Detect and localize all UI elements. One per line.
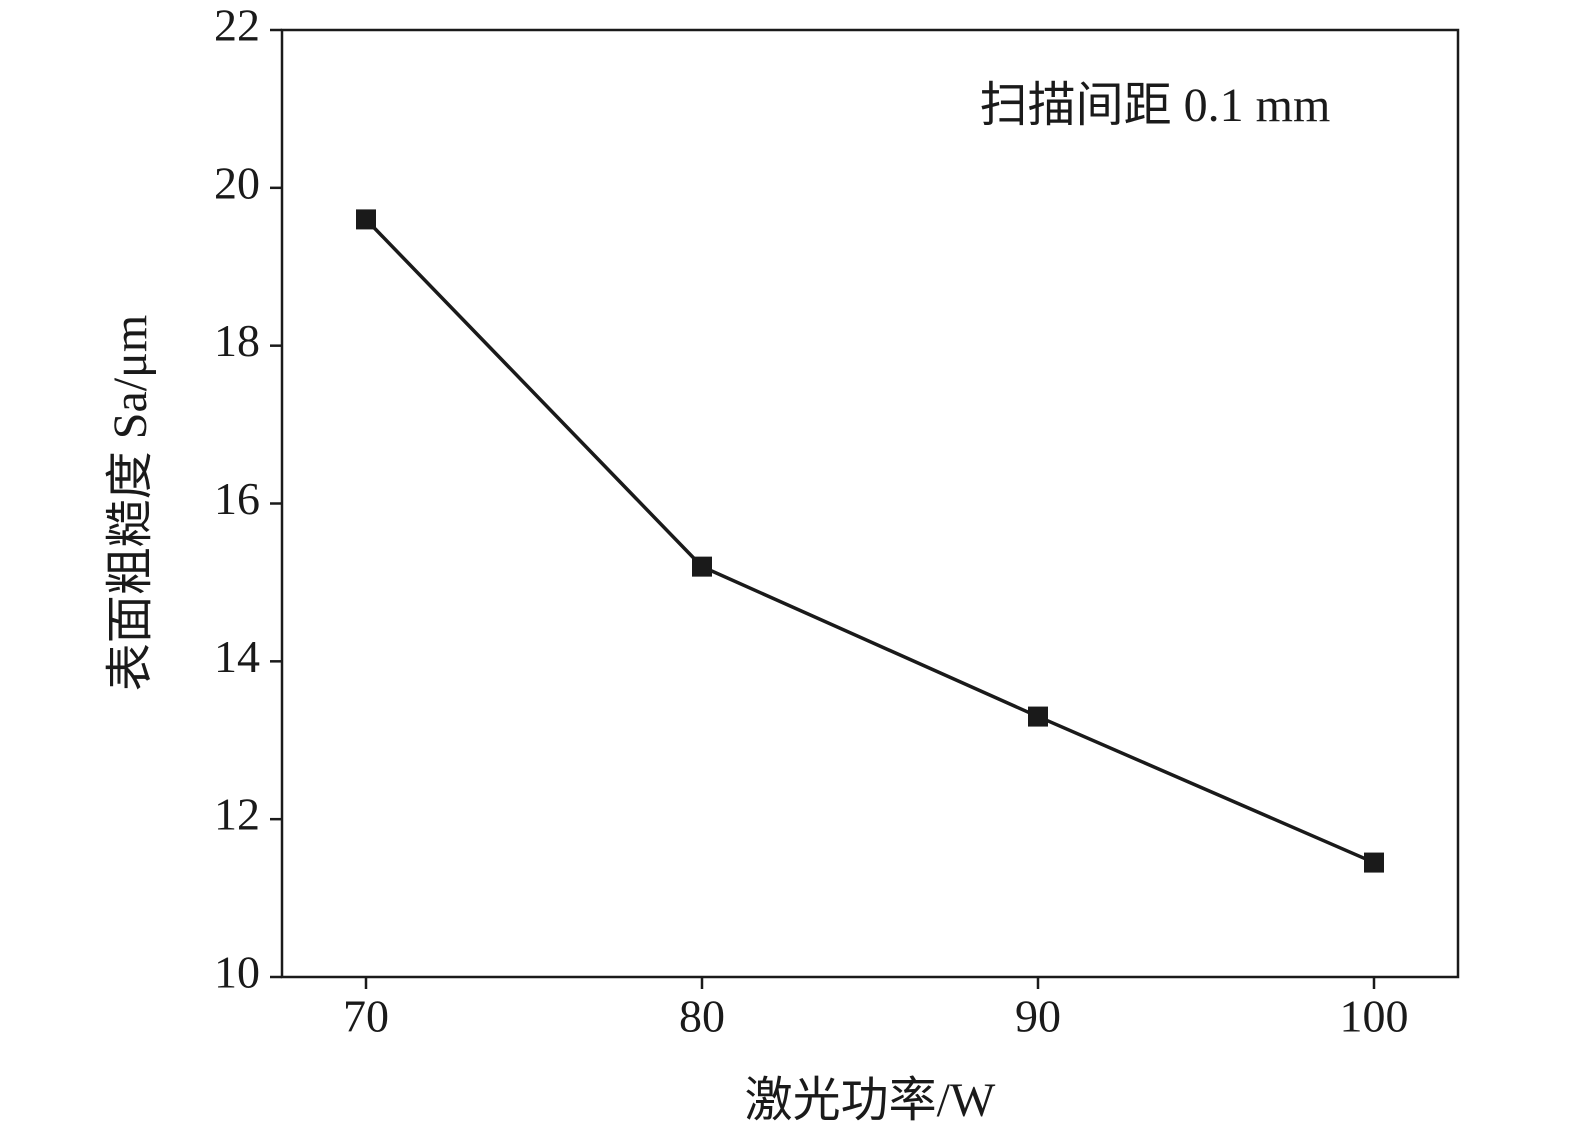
x-axis-label: 激光功率/W — [745, 1074, 996, 1127]
x-tick-label: 90 — [1015, 991, 1061, 1042]
y-axis-label: 表面粗糙度 Sa/μm — [104, 315, 157, 691]
marker — [1028, 706, 1048, 727]
y-tick-label: 16 — [214, 473, 260, 524]
x-tick-label: 70 — [343, 991, 389, 1042]
marker — [692, 556, 712, 577]
y-tick-label: 18 — [214, 315, 260, 366]
y-tick-label: 22 — [214, 0, 260, 51]
marker — [356, 209, 376, 230]
marker — [1364, 852, 1384, 873]
y-tick-label: 20 — [214, 157, 260, 208]
series-line — [364, 218, 1375, 865]
y-tick-label: 14 — [214, 631, 260, 682]
annotation: 扫描间距 0.1 mm — [980, 79, 1331, 132]
y-tick-label: 10 — [214, 947, 260, 998]
y-tick-label: 12 — [214, 789, 260, 840]
x-tick-label: 80 — [679, 991, 725, 1042]
plot-frame — [280, 28, 1460, 979]
x-tick-label: 100 — [1340, 991, 1409, 1042]
